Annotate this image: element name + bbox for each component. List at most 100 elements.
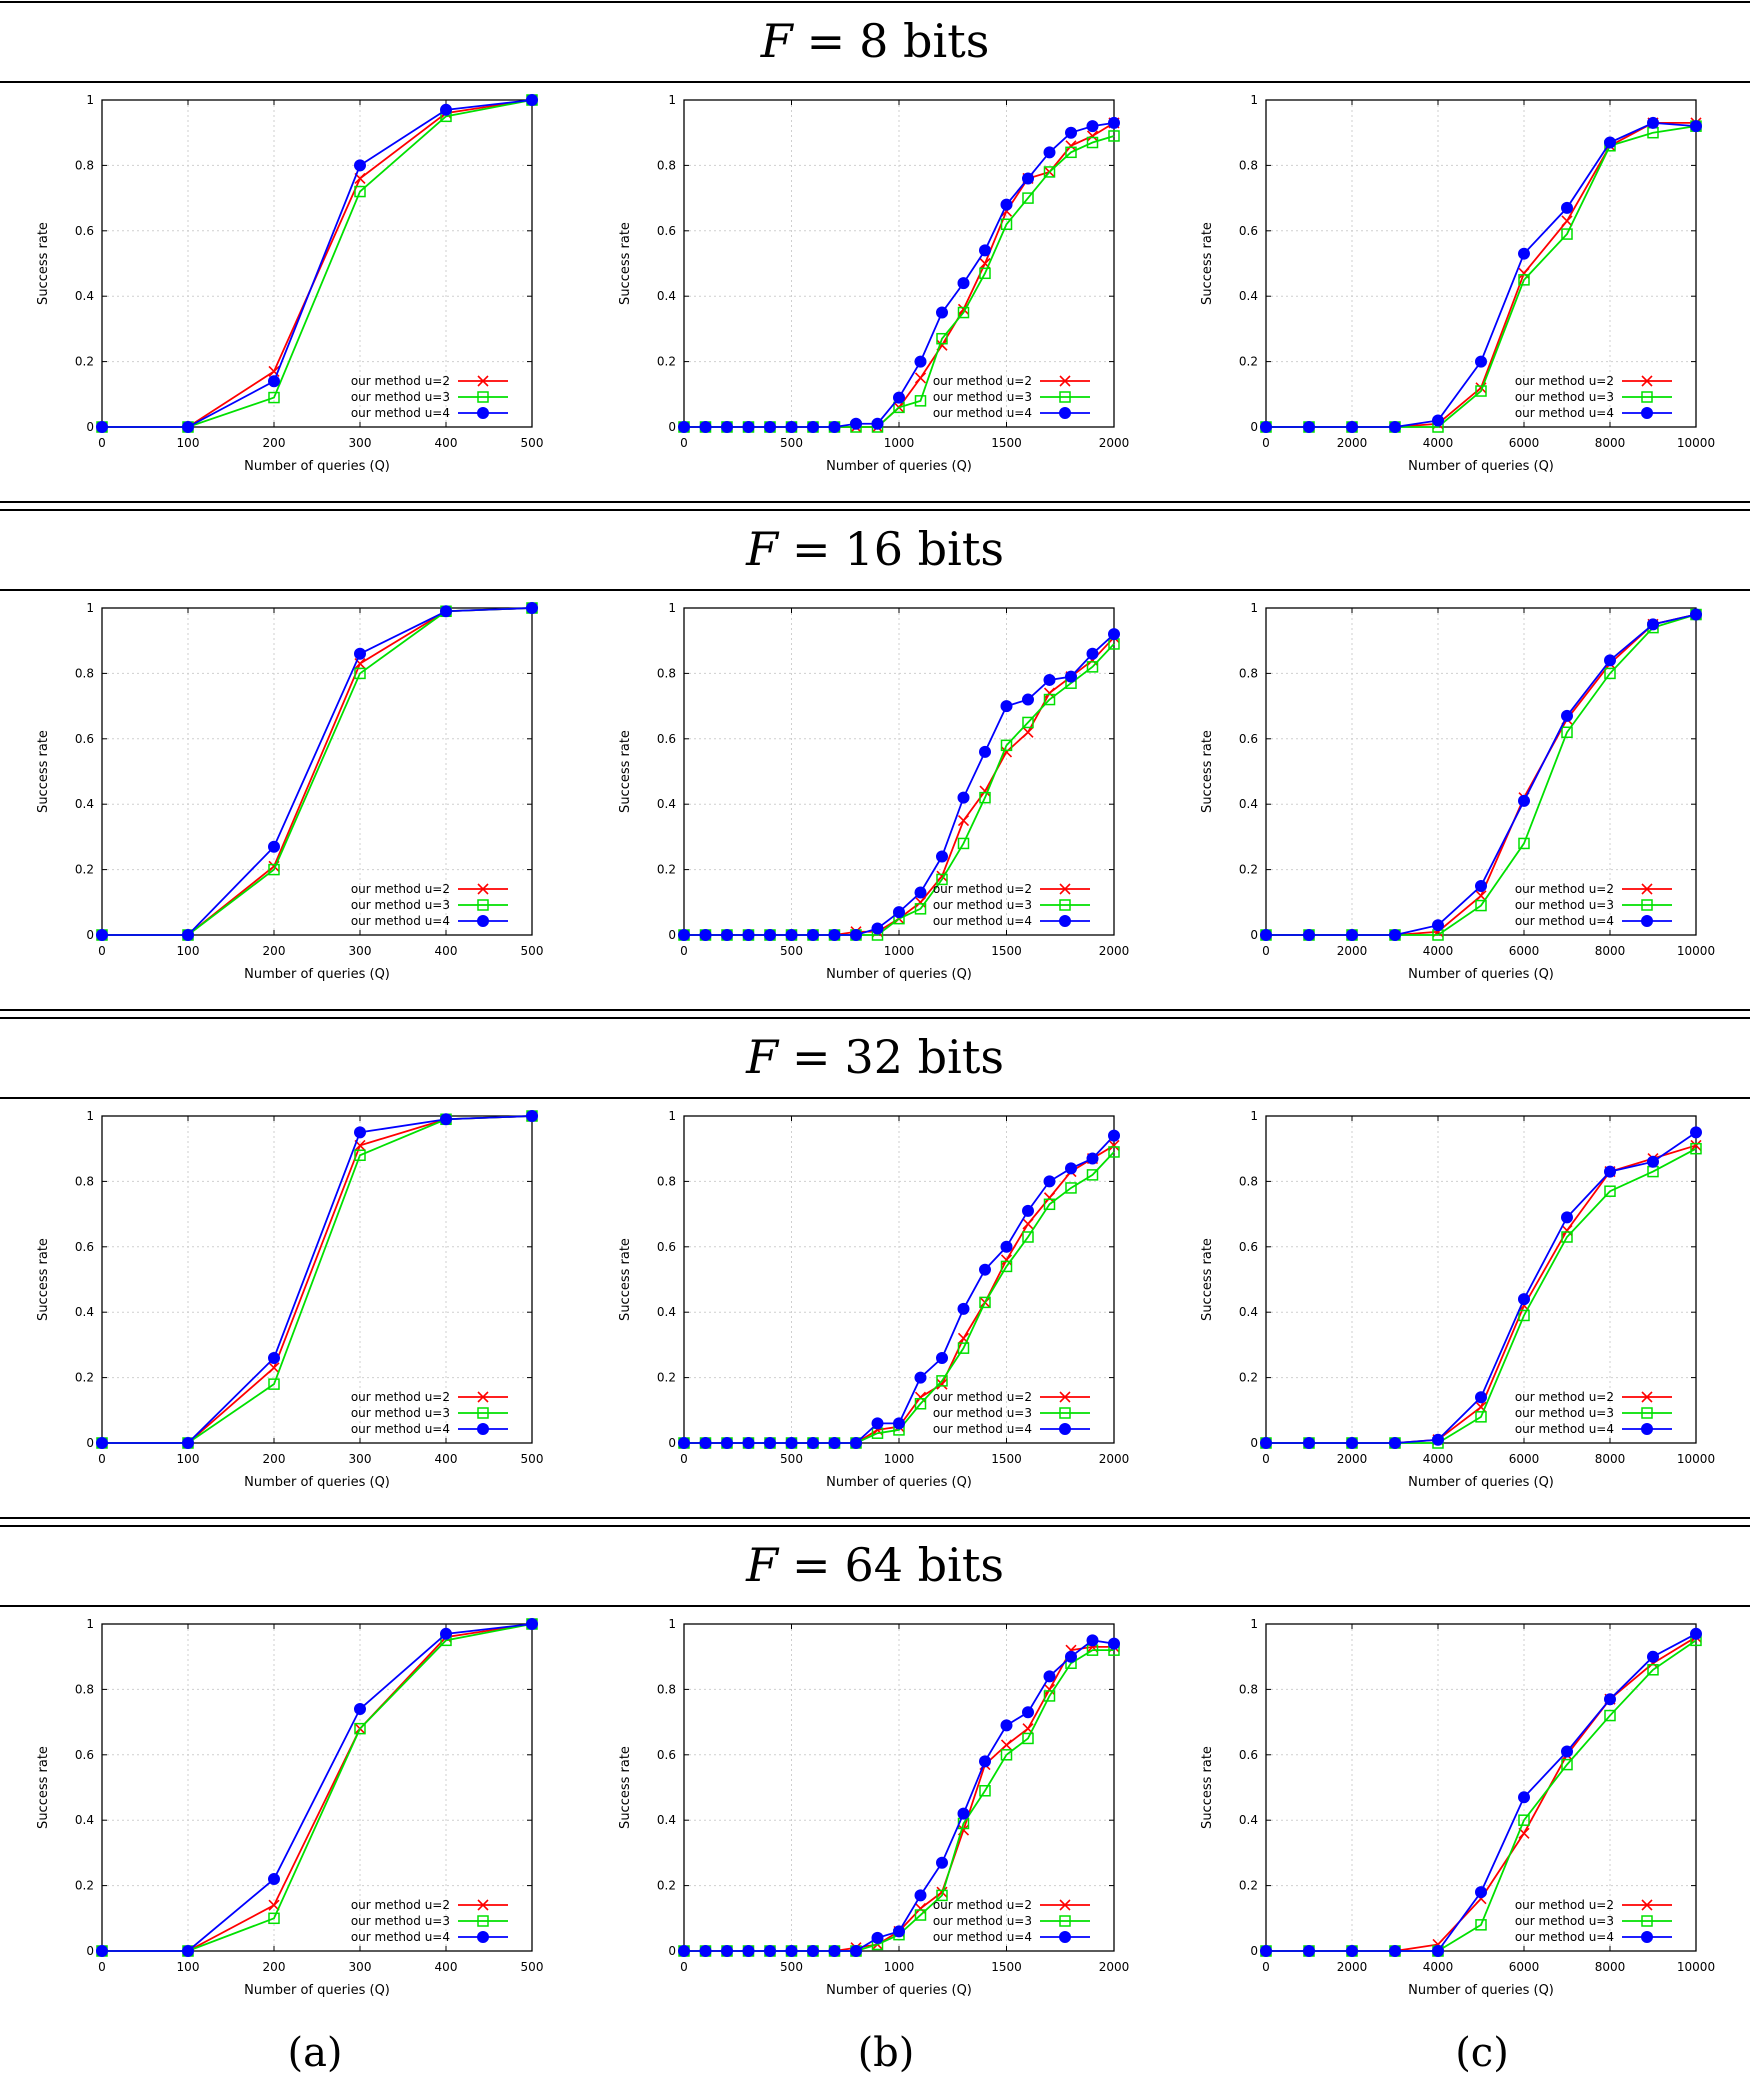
marker-circle [1022,1204,1034,1217]
marker-circle [1108,628,1120,641]
marker-circle [1475,1391,1487,1404]
marker-circle [871,417,884,430]
marker-circle [1043,1670,1056,1683]
y-tick-label: 0.8 [75,1682,94,1696]
header-variable: F [745,1538,780,1592]
legend-label: our method u=2 [933,882,1032,896]
marker-cross [936,1378,948,1390]
marker-square [1022,192,1034,204]
y-tick-label: 0.8 [1239,1174,1258,1188]
y-tick-label: 1 [1250,93,1258,107]
header-value: 32 bits [845,1030,1004,1084]
marker-square [1475,385,1487,397]
marker-cross [477,1391,489,1403]
marker-square [1086,661,1099,673]
panel-r1-c2: 0 2000 4000 6000 8000 10000 0 0.2 0.4 0.6 0.8 1 Numb… [1200,601,1715,982]
marker-square [1086,1169,1099,1181]
x-tick-label: 200 [263,436,286,450]
marker-circle [354,159,366,172]
marker-circle [1346,1945,1358,1957]
marker-circle [1647,1155,1659,1168]
marker-circle [678,929,690,941]
marker-circle [936,850,948,863]
marker-square [1561,1758,1573,1771]
marker-circle [1260,1437,1272,1449]
marker-square [1000,218,1013,231]
y-tick-label: 0.8 [657,1682,676,1696]
marker-circle [354,647,366,660]
marker-circle [1000,1719,1013,1732]
y-tick-label: 0.4 [1239,797,1258,811]
x-tick-label: 100 [177,944,200,958]
y-axis-label: Success rate [618,730,633,813]
marker-square [268,391,280,404]
y-tick-label: 0.8 [1239,1682,1258,1696]
y-axis-label: Success rate [618,1746,633,1829]
plot-frame [1265,99,1697,428]
marker-square [268,1912,280,1925]
marker-circle [678,1437,690,1449]
legend-label: our method u=3 [933,390,1032,404]
marker-square [1604,667,1616,680]
x-tick-label: 1000 [884,436,915,450]
marker-circle [893,1417,905,1430]
header-variable: F [745,1030,780,1084]
y-tick-label: 1 [86,1617,94,1631]
y-tick-label: 0.8 [75,158,94,172]
series-line-x [1266,1636,1697,1952]
marker-cross [1059,883,1071,895]
marker-circle [764,421,776,433]
legend-label: our method u=3 [351,898,450,912]
marker-square [1108,130,1120,142]
plot-frame [1265,607,1697,936]
y-tick-label: 0.2 [1239,863,1258,877]
y-tick-label: 0.4 [657,1813,676,1827]
marker-square [1690,1142,1702,1155]
y-tick-label: 0.6 [75,1748,94,1762]
marker-circle [96,421,108,433]
marker-square [914,395,927,407]
marker-circle [268,1351,280,1364]
legend-label: our method u=2 [1515,374,1614,388]
x-axis-label: Number of queries (Q) [826,967,972,982]
y-tick-label: 0.4 [1239,289,1258,303]
y-tick-label: 1 [668,601,676,615]
series-line-x [102,1623,533,1952]
marker-circle [807,421,819,433]
y-tick-label: 0.4 [657,289,676,303]
marker-circle [893,906,905,919]
legend-label: our method u=2 [351,1390,450,1404]
legend-label: our method u=4 [351,914,450,928]
marker-square [914,1398,927,1410]
y-tick-label: 0.2 [1239,1371,1258,1385]
plot-frame [101,99,533,428]
marker-cross [1561,215,1573,227]
marker-circle [764,929,776,941]
legend-label: our method u=3 [1515,1914,1614,1928]
marker-circle [699,421,712,433]
y-tick-label: 1 [86,1109,94,1123]
y-tick-label: 0.4 [75,797,94,811]
marker-circle [893,1925,905,1938]
plot-frame [683,607,1115,936]
x-tick-label: 500 [780,1960,803,1974]
x-tick-label: 300 [349,944,372,958]
marker-cross [1000,1739,1013,1751]
marker-circle [1475,355,1487,368]
marker-circle [785,421,798,433]
plot-frame [1265,1115,1697,1444]
marker-circle [1346,1437,1358,1449]
row-header-1: F = 16 bits [0,501,1750,591]
x-tick-label: 0 [98,436,106,450]
series-line-square [102,607,533,936]
legend-label: our method u=4 [1515,406,1614,420]
marker-circle [1059,915,1071,927]
x-tick-label: 1500 [991,1960,1022,1974]
y-tick-label: 0.8 [1239,158,1258,172]
marker-circle [828,929,841,941]
y-axis-label: Success rate [618,222,633,305]
marker-circle [1561,1745,1573,1758]
marker-cross [477,883,489,895]
legend-label: our method u=2 [933,1898,1032,1912]
